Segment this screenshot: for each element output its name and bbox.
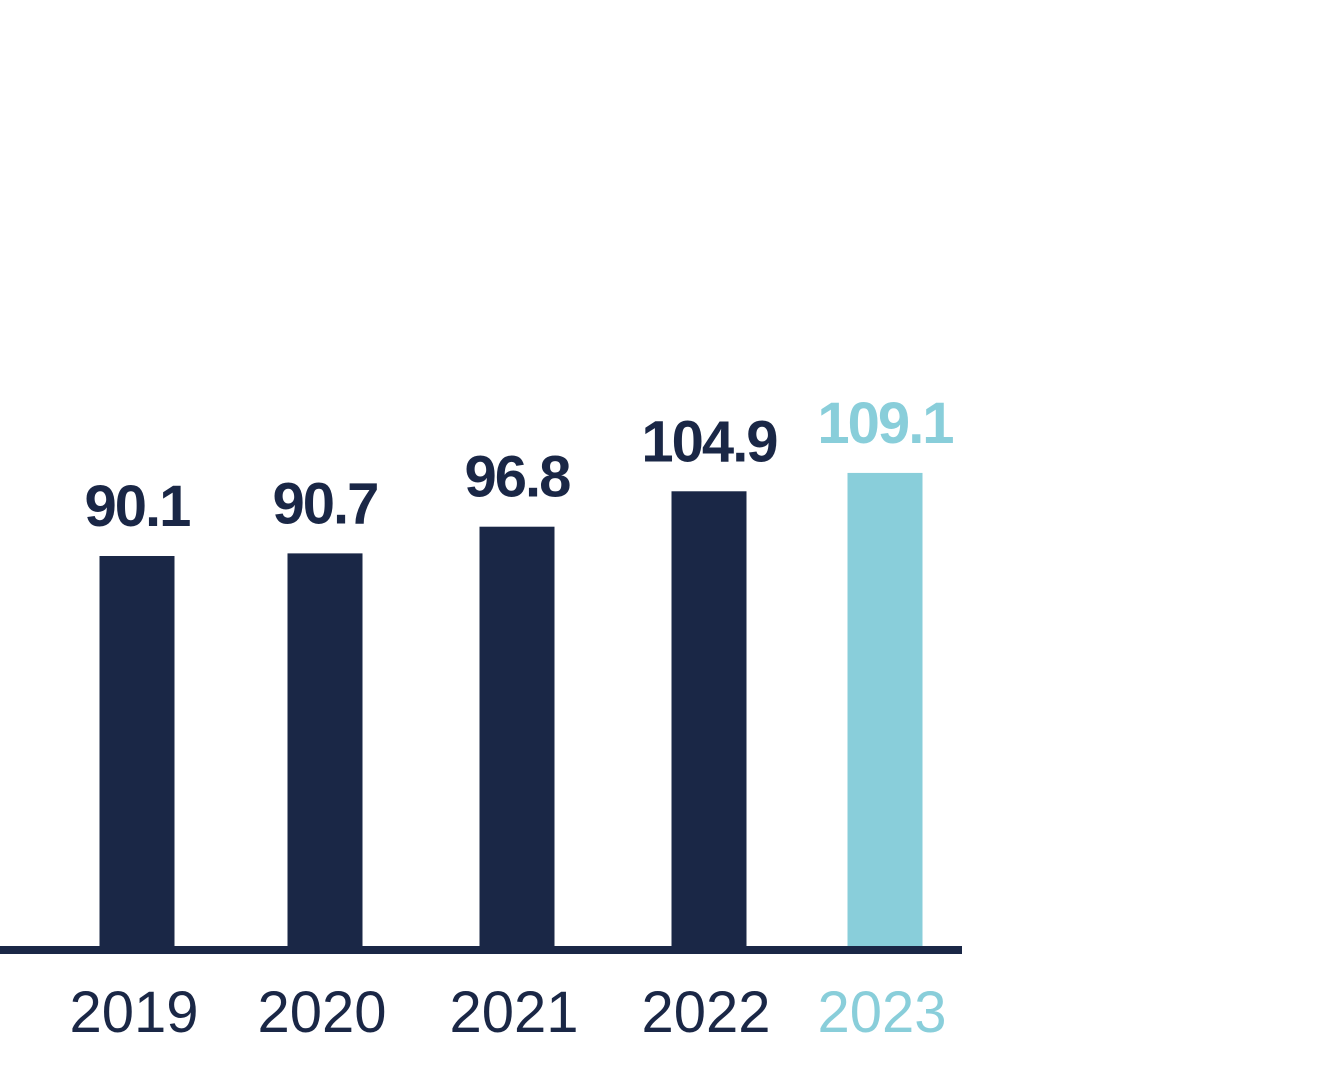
value-labels-group: 90.1 90.7 96.8 104.9 109.1 — [85, 391, 956, 539]
value-label-2020: 90.7 — [273, 471, 378, 536]
x-tick-label-2021: 2021 — [449, 980, 578, 1045]
bar-2021 — [479, 526, 555, 950]
value-label-2023: 109.1 — [817, 391, 953, 456]
bar-2022 — [671, 491, 747, 950]
value-label-2022: 104.9 — [641, 409, 777, 474]
x-tick-label-2022: 2022 — [641, 980, 770, 1045]
bar-2023 — [847, 472, 923, 950]
bar-2020 — [287, 553, 363, 950]
x-tick-label-2023: 2023 — [817, 980, 946, 1045]
bar-2019 — [99, 556, 175, 950]
x-tick-label-2020: 2020 — [257, 980, 386, 1045]
value-label-2021: 96.8 — [465, 445, 571, 510]
x-tick-label-2019: 2019 — [69, 980, 198, 1045]
bars-group — [99, 472, 923, 950]
x-tick-labels-group: 2019 2020 2021 2022 2023 — [69, 980, 946, 1045]
value-label-2019: 90.1 — [85, 474, 191, 539]
